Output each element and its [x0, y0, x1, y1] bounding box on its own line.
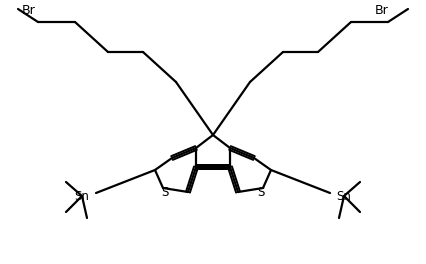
Text: S: S — [161, 186, 169, 199]
Text: Br: Br — [22, 4, 36, 17]
Text: Sn: Sn — [75, 190, 89, 202]
Text: Sn: Sn — [337, 190, 351, 202]
Text: S: S — [257, 186, 265, 199]
Text: Br: Br — [375, 4, 389, 17]
